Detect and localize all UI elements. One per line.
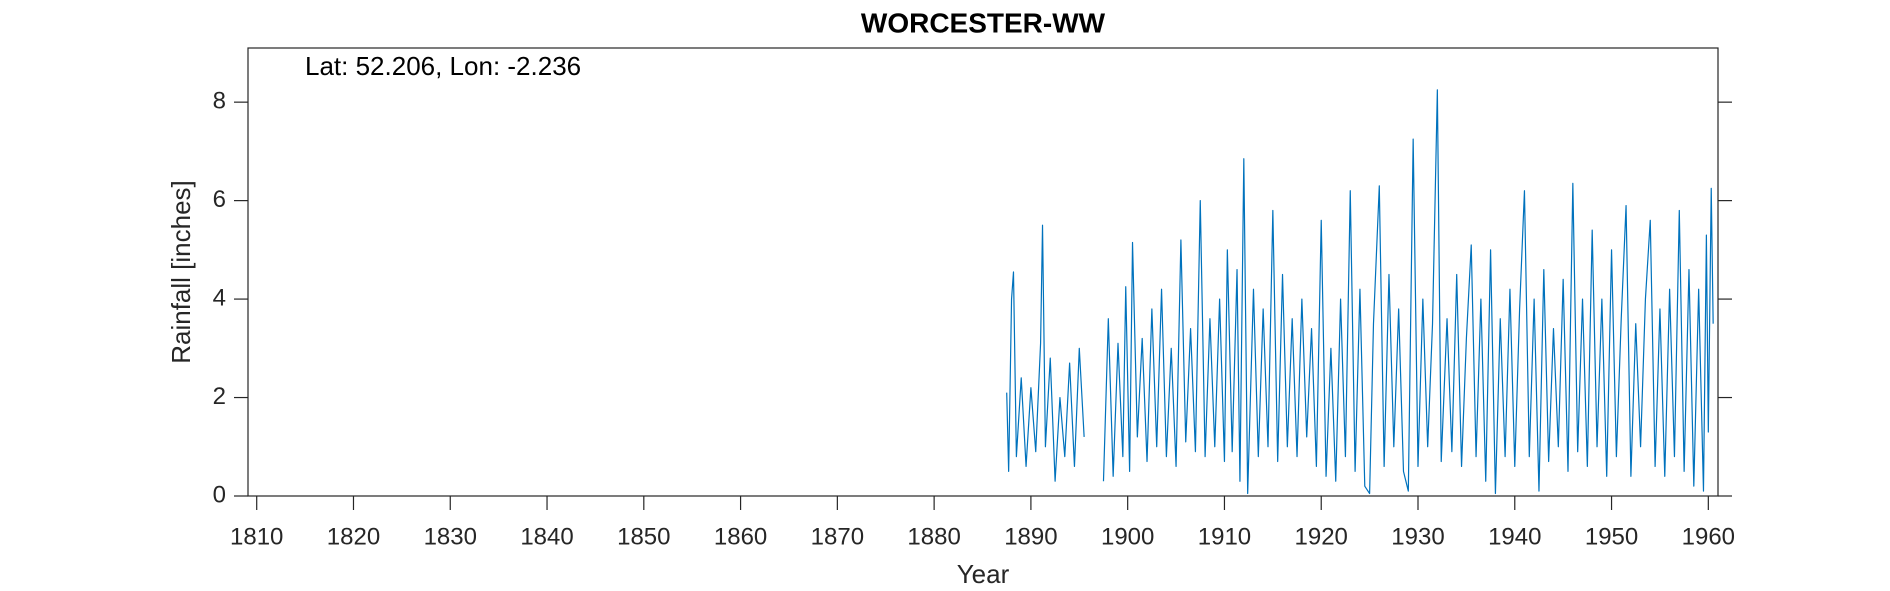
x-tick-label: 1880 — [907, 523, 960, 550]
x-tick-label: 1820 — [327, 523, 380, 550]
plot-frame — [247, 47, 1719, 497]
x-tick-label: 1900 — [1101, 523, 1154, 550]
x-tick-label: 1810 — [230, 523, 283, 550]
rainfall-line — [1102, 89, 1714, 495]
annotation: Lat: 52.206, Lon: -2.236 — [305, 51, 581, 81]
x-tick-label: 1870 — [811, 523, 864, 550]
x-tick-label: 1960 — [1682, 523, 1735, 550]
chart-title: WORCESTER-WW — [861, 7, 1106, 38]
x-axis-label: Year — [957, 559, 1010, 589]
x-tick-label: 1860 — [714, 523, 767, 550]
x-tick-label: 1850 — [617, 523, 670, 550]
x-tick-label: 1840 — [520, 523, 573, 550]
y-tick-label: 0 — [213, 481, 226, 508]
x-tick-label: 1940 — [1488, 523, 1541, 550]
y-tick-label: 8 — [213, 87, 226, 114]
x-tick-label: 1830 — [424, 523, 477, 550]
y-tick-label: 2 — [213, 383, 226, 410]
x-tick-label: 1890 — [1004, 523, 1057, 550]
y-tick-label: 6 — [213, 186, 226, 213]
y-tick-label: 4 — [213, 284, 226, 311]
x-tick-label: 1910 — [1198, 523, 1251, 550]
x-tick-label: 1950 — [1585, 523, 1638, 550]
x-tick-label: 1920 — [1295, 523, 1348, 550]
rainfall-line — [1006, 224, 1085, 482]
y-axis-label: Rainfall [inches] — [166, 180, 196, 364]
x-tick-label: 1930 — [1391, 523, 1444, 550]
